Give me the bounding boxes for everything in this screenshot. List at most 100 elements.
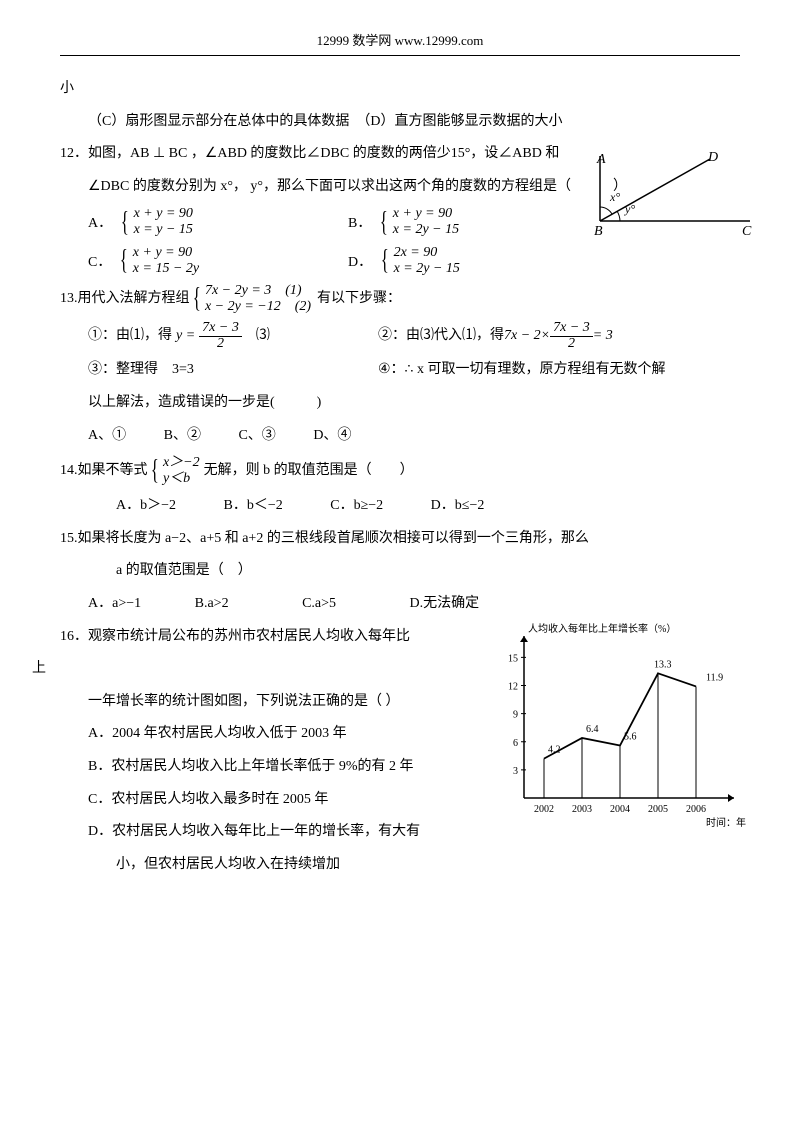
eq-line: x = 2y − 15 — [394, 261, 460, 277]
q13-stem-text: 13.用代入法解方程组 — [60, 286, 190, 313]
svg-text:6.4: 6.4 — [586, 724, 599, 735]
eq-line: x = 2y − 15 — [393, 222, 459, 238]
option-letter: D． — [348, 251, 372, 271]
q13-option-a: A、① — [88, 423, 126, 450]
text: 7x − 2× — [504, 323, 550, 350]
q13-step5: 以上解法，造成错误的一步是( ) — [60, 390, 740, 417]
eq-line: x = y − 15 — [134, 222, 193, 238]
svg-text:2002: 2002 — [534, 804, 554, 815]
q12-option-d: D． { 2x = 90 x = 2y − 15 — [348, 245, 460, 277]
q13-stem-tail: 有以下步骤： — [317, 286, 401, 313]
q12-option-c: C． { x + y = 90 x = 15 − 2y — [88, 245, 348, 277]
text: = 3 — [593, 323, 613, 350]
q13-stem: 13.用代入法解方程组 { 7x − 2y = 3 (1) x − 2y = −… — [60, 283, 740, 315]
brace-icon: { — [120, 253, 128, 268]
svg-text:3: 3 — [513, 766, 518, 777]
svg-text:13.3: 13.3 — [654, 659, 672, 670]
q16-stem1: 16．观察市统计局公布的苏州市农村居民人均收入每年比 — [60, 624, 480, 651]
brace-icon: { — [150, 463, 158, 478]
equation-system: x + y = 90 x = 15 − 2y — [133, 245, 199, 277]
q14-options: A．b＞−2 B．b＜−2 C．b≥−2 D．b≤−2 — [60, 493, 740, 520]
q11-options: （C）扇形图显示部分在总体中的具体数据 （D）直方图能够显示数据的大小 — [60, 109, 740, 136]
fraction-num: 7x − 3 — [199, 321, 242, 337]
equation-system: x + y = 90 x = 2y − 15 — [393, 206, 459, 238]
eq-line: x + y = 90 — [393, 206, 459, 222]
brace-icon: { — [380, 215, 388, 230]
q16-stem2: 一年增长率的统计图如图，下列说法正确的是（ ） — [60, 689, 430, 716]
page: 12999 数学网 www.12999.com 小 （C）扇形图显示部分在总体中… — [0, 0, 800, 924]
q15-option-d: D.无法确定 — [410, 591, 480, 618]
svg-text:12: 12 — [508, 681, 518, 692]
svg-text:6: 6 — [513, 737, 518, 748]
equation-system: 2x = 90 x = 2y − 15 — [394, 245, 460, 277]
text: ⑶ — [242, 323, 270, 350]
fragment-top: 小 — [60, 76, 740, 103]
q14-option-d: D．b≤−2 — [431, 493, 485, 520]
svg-text:人均收入每年比上年增长率（%）: 人均收入每年比上年增长率（%） — [528, 622, 676, 635]
q16-option-a: A．2004 年农村居民人均收入低于 2003 年 — [60, 721, 430, 748]
eq-line: y＜b — [163, 471, 200, 487]
fraction-den: 2 — [550, 337, 593, 352]
eq-line: x＞−2 — [163, 455, 200, 471]
q15-stem1: 15.如果将长度为 a−2、a+5 和 a+2 的三根线段首尾顺次相接可以得到一… — [60, 526, 740, 553]
q13-option-c: C、③ — [238, 423, 275, 450]
text: ②：由⑶代入⑴，得 — [378, 323, 504, 350]
q12-block: 12．如图，AB ⊥ BC ，∠ABD 的度数比∠DBC 的度数的两倍少15°，… — [60, 141, 740, 277]
eq-line: 2x = 90 — [394, 245, 460, 261]
q16-growth-chart: 3691215人均收入每年比上年增长率（%）时间：年20024.220036.4… — [484, 618, 764, 838]
svg-text:2004: 2004 — [610, 804, 630, 815]
figure-label-c: C — [742, 224, 752, 239]
fraction-num: 7x − 3 — [550, 321, 593, 337]
q13-step2: ②：由⑶代入⑴，得 7x − 2× 7x − 3 2 = 3 — [378, 321, 613, 351]
option-letter: B． — [348, 212, 371, 232]
q12-options-row2: C． { x + y = 90 x = 15 − 2y D． { 2x = 90… — [88, 245, 740, 277]
q16-text-column: 16．观察市统计局公布的苏州市农村居民人均收入每年比 上 一年增长率的统计图如图… — [60, 624, 430, 879]
brace-icon: { — [192, 291, 200, 306]
q14-stem: 14.如果不等式 { x＞−2 y＜b 无解，则 b 的取值范围是（ ） — [60, 455, 740, 487]
q13-step1: ①：由⑴，得 y = 7x − 3 2 ⑶ — [88, 321, 378, 351]
svg-text:2005: 2005 — [648, 804, 668, 815]
eq-line: 7x − 2y = 3 (1) — [205, 283, 311, 299]
brace-icon: { — [121, 215, 129, 230]
equation-system: 7x − 2y = 3 (1) x − 2y = −12 (2) — [205, 283, 311, 315]
q16-option-c: C．农村居民人均收入最多时在 2005 年 — [60, 787, 430, 814]
svg-text:15: 15 — [508, 653, 518, 664]
q15-option-c: C.a>5 — [302, 591, 336, 618]
figure-label-a: A — [596, 152, 606, 167]
q13-option-b: B、② — [164, 423, 201, 450]
q12-option-b: B． { x + y = 90 x = 2y − 15 — [348, 206, 459, 238]
q15-option-a: A．a>−1 — [88, 591, 141, 618]
q13-step3: ③：整理得 3=3 — [88, 357, 378, 384]
eq-line: x + y = 90 — [133, 245, 199, 261]
fraction: 7x − 3 2 — [199, 321, 242, 351]
eq-line: x + y = 90 — [134, 206, 193, 222]
text: ①：由⑴，得 — [88, 323, 172, 350]
svg-text:9: 9 — [513, 709, 518, 720]
equation-system: x＞−2 y＜b — [163, 455, 200, 487]
q15-options: A．a>−1 B.a>2 C.a>5 D.无法确定 — [60, 591, 740, 618]
q12-angle-figure: A D B C x° y° — [590, 151, 760, 241]
text: 14.如果不等式 — [60, 458, 148, 485]
q16-block: 16．观察市统计局公布的苏州市农村居民人均收入每年比 上 一年增长率的统计图如图… — [60, 624, 740, 879]
q15-stem2: a 的取值范围是（ ） — [60, 558, 740, 585]
q14-option-c: C．b≥−2 — [330, 493, 383, 520]
q14-option-b: B．b＜−2 — [224, 493, 283, 520]
figure-label-y: y° — [624, 202, 635, 216]
eq-line: x − 2y = −12 (2) — [205, 299, 311, 315]
q15-option-b: B.a>2 — [195, 591, 229, 618]
q13-options: A、① B、② C、③ D、④ — [60, 423, 740, 450]
figure-label-d: D — [707, 151, 718, 165]
figure-label-b: B — [594, 224, 603, 239]
q13-step-row2: ③：整理得 3=3 ④：∴ x 可取一切有理数，原方程组有无数个解 — [60, 357, 740, 384]
text: 无解，则 b 的取值范围是（ ） — [204, 458, 414, 485]
text: y = — [176, 323, 195, 350]
q13-step-row1: ①：由⑴，得 y = 7x − 3 2 ⑶ ②：由⑶代入⑴，得 7x − 2× … — [60, 321, 740, 351]
eq-line: x = 15 − 2y — [133, 261, 199, 277]
q12-option-a: A． { x + y = 90 x = y − 15 — [88, 206, 348, 238]
q16-option-d1: D．农村居民人均收入每年比上一年的增长率，有大有 — [60, 819, 430, 846]
svg-text:时间：年: 时间：年 — [706, 816, 746, 829]
q16-option-b: B．农村居民人均收入比上年增长率低于 9%的有 2 年 — [60, 754, 430, 781]
svg-text:2006: 2006 — [686, 804, 706, 815]
fraction: 7x − 3 2 — [550, 321, 593, 351]
equation-system: x + y = 90 x = y − 15 — [134, 206, 193, 238]
